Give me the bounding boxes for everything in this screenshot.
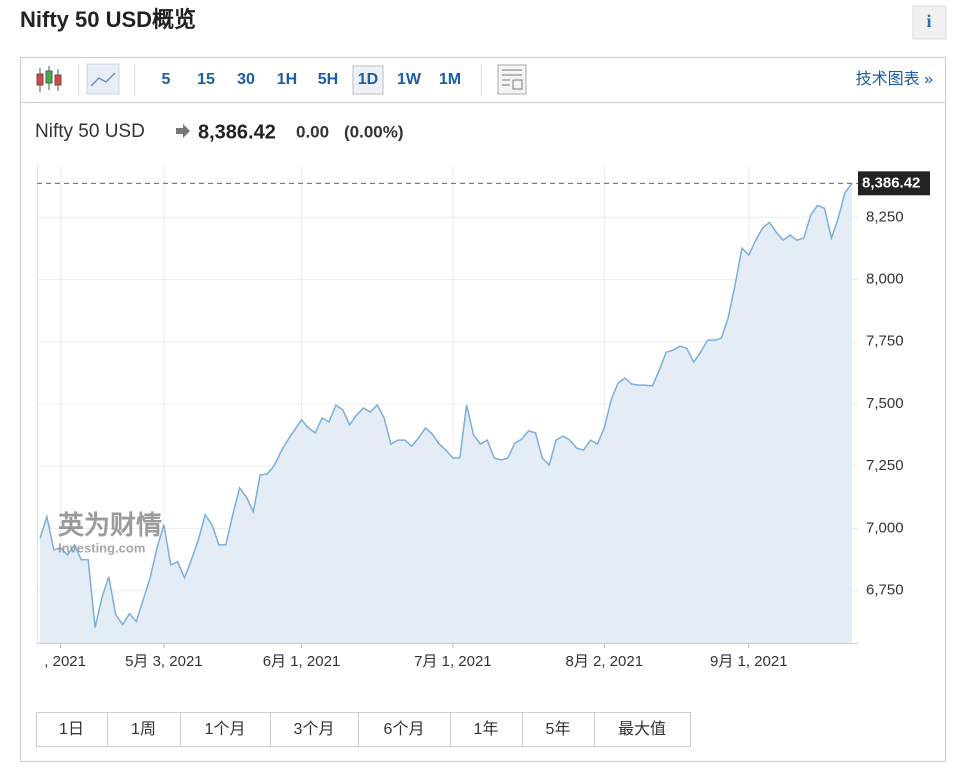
range-button[interactable] — [270, 712, 359, 747]
last-value-label: 8,386.42 — [862, 174, 920, 191]
range-button[interactable] — [36, 712, 108, 747]
range-label: 最大值 — [618, 720, 666, 738]
range-button[interactable] — [107, 712, 181, 747]
x-tick-label: 7月 1, 2021 — [414, 653, 492, 670]
interval-button[interactable]: 5 — [162, 71, 171, 88]
y-tick-label: 7,000 — [866, 519, 904, 536]
range-label: 6个月 — [384, 720, 425, 738]
range-button[interactable] — [522, 712, 595, 747]
interval-button[interactable]: 1W — [397, 71, 422, 88]
range-label: 1个月 — [205, 720, 246, 738]
y-tick-label: 7,750 — [866, 333, 904, 350]
x-tick-label: 5月 3, 2021 — [125, 653, 203, 670]
range-button[interactable] — [594, 712, 691, 747]
range-label: 1日 — [59, 721, 84, 738]
y-tick-label: 7,250 — [866, 457, 904, 474]
area-icon-line — [90, 72, 116, 87]
last-value-tag — [858, 171, 930, 196]
y-tick-label: 8,250 — [866, 208, 904, 225]
interval-button[interactable]: 1M — [439, 71, 461, 88]
watermark-site: Investing.com — [58, 540, 145, 555]
interval-selected — [352, 65, 384, 95]
info-icon: i — [926, 11, 931, 31]
quote-arrow — [176, 124, 190, 138]
interval-button[interactable]: 30 — [237, 71, 255, 88]
range-bar: 1日 1周 1个月 3个月 6个月 1年 5年 最大值 — [36, 712, 691, 747]
interval-button[interactable]: 1H — [277, 71, 297, 88]
quote-change-pct: (0.00%) — [344, 122, 404, 141]
range-label: 1年 — [474, 720, 499, 738]
quote-price: 8,386.42 — [198, 121, 276, 143]
x-tick-label: 6月 1, 2021 — [263, 653, 341, 670]
y-tick-label: 8,000 — [866, 270, 904, 287]
y-tick-label: 6,750 — [866, 582, 904, 599]
range-label: 1周 — [131, 721, 156, 738]
x-tick-label: 8月 2, 2021 — [565, 653, 643, 670]
plot: 6,750 7,000 7,250 7,500 7,750 8,000 8,250 , 202… — [37, 165, 930, 670]
quote-name: Nifty 50 USD — [35, 121, 145, 142]
range-label: 3个月 — [294, 720, 335, 738]
x-tick-label: 9月 1, 2021 — [710, 653, 788, 670]
page-title: Nifty 50 USD概览 — [20, 7, 196, 32]
quote-change: 0.00 — [296, 122, 329, 141]
range-label: 5年 — [546, 720, 571, 738]
y-tick-label: 7,500 — [866, 395, 904, 412]
line — [39, 182, 853, 628]
watermark-brand: 英为财情 — [58, 510, 162, 540]
info-button[interactable] — [912, 5, 947, 40]
range-button[interactable] — [450, 712, 523, 747]
area-icon[interactable] — [86, 63, 120, 95]
interval-button[interactable]: 15 — [197, 71, 215, 88]
range-button[interactable] — [358, 712, 451, 747]
interval-button[interactable]: 5H — [318, 71, 338, 88]
widget-frame — [20, 57, 946, 762]
area — [40, 183, 852, 644]
candle-icon[interactable] — [36, 66, 62, 92]
technical-chart-link[interactable]: 技术图表 » — [856, 70, 933, 88]
layout-icon-lines — [502, 69, 523, 90]
x-tick-label: , 2021 — [44, 653, 86, 670]
interval-button[interactable]: 1D — [358, 71, 378, 88]
